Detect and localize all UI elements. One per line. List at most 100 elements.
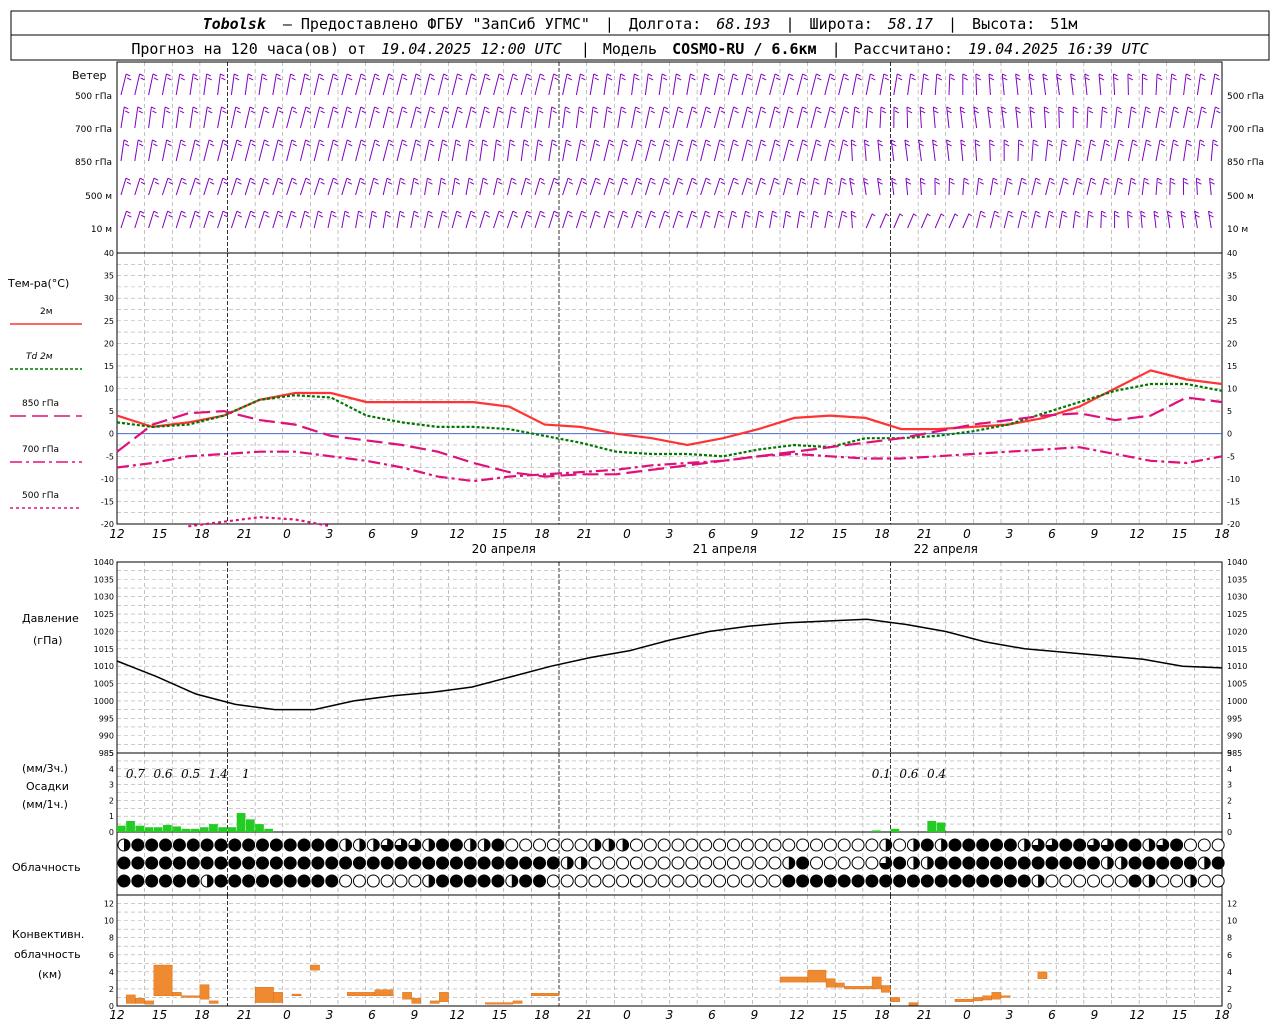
wind-barb <box>410 139 422 162</box>
wind-barb <box>1196 139 1206 162</box>
convective-bar <box>199 984 210 1000</box>
cloud-symbol <box>1031 856 1045 870</box>
cloud-symbol <box>1073 856 1087 870</box>
wind-barb <box>960 139 967 162</box>
convective-bar <box>982 995 992 1001</box>
cloud-symbol <box>713 874 727 888</box>
cloud-symbol <box>477 856 491 870</box>
wind-barb <box>230 177 242 196</box>
precip-bar <box>135 825 145 832</box>
cloud-symbol <box>546 874 560 888</box>
wind-barb <box>575 106 585 129</box>
cloud-symbol <box>713 838 727 852</box>
wind-barb <box>299 177 312 196</box>
legend-label: 2м <box>40 307 53 317</box>
wind-barb <box>299 210 310 229</box>
cloud-symbol <box>269 874 283 888</box>
wind-barb <box>258 210 270 229</box>
hour-tick-label: 0 <box>283 1008 291 1022</box>
wind-barb <box>962 73 969 96</box>
wind-barb <box>562 210 574 229</box>
wind-barb <box>919 177 926 196</box>
convective-bar <box>347 992 376 996</box>
wind-barb <box>1003 210 1014 229</box>
wind-barb <box>824 177 834 196</box>
wind-barb <box>1015 73 1021 96</box>
wind-barb <box>946 106 952 129</box>
cloud-symbol <box>768 838 782 852</box>
wind-barb <box>1195 177 1202 196</box>
station-name: Tobolsk <box>203 15 267 33</box>
wind-barb <box>700 73 710 96</box>
wind-barb <box>506 73 519 96</box>
wind-barb <box>520 106 531 129</box>
wind-barb <box>1028 73 1035 96</box>
model-name: COSMO-RU / 6.6км <box>672 40 817 58</box>
wind-barb <box>272 106 284 129</box>
cloud-symbol <box>657 838 671 852</box>
cloud-symbol <box>1170 874 1184 888</box>
convective-bar <box>126 994 136 1004</box>
hour-tick-label: 12 <box>449 527 464 541</box>
wind-level-labels-right: 500 гПа 700 гПа 850 гПа 500 м 10 м <box>1227 92 1264 235</box>
wind-barb <box>919 106 926 129</box>
cloud-symbol <box>588 856 602 870</box>
cloud-symbol <box>768 856 782 870</box>
cloud-symbol <box>726 856 740 870</box>
cloud-symbol <box>671 874 685 888</box>
wind-barb <box>1058 177 1069 196</box>
convective-bar <box>1000 995 1011 998</box>
precip-unit-top: (мм/3ч.) <box>22 762 68 775</box>
convective-plot <box>126 964 1048 1006</box>
wind-barb <box>327 139 339 162</box>
wind-barb <box>1086 177 1097 196</box>
wind-barb <box>1183 139 1192 162</box>
cloud-symbol <box>1073 838 1087 852</box>
cloud-symbol-half <box>622 839 629 851</box>
convective-bar <box>429 1000 440 1004</box>
wind-barb <box>851 106 861 129</box>
cloud-symbol <box>782 838 796 852</box>
y-tick-label-left: 6 <box>109 951 114 960</box>
wind-barb <box>1058 210 1068 229</box>
wind-barb <box>493 106 504 129</box>
cloud-symbol <box>685 856 699 870</box>
cloud-symbol-half <box>913 839 920 851</box>
wind-barb <box>230 210 243 229</box>
wind-barb <box>286 210 297 229</box>
cloud-symbol <box>339 874 353 888</box>
cloud-symbol <box>269 838 283 852</box>
precip-3h-total: 0.4 <box>927 767 946 781</box>
wind-barb <box>493 73 505 96</box>
cloud-symbol <box>976 874 990 888</box>
wind-barb <box>782 73 795 96</box>
convective-bar <box>374 989 394 996</box>
wind-barb <box>341 139 353 162</box>
wind-barb <box>506 177 517 196</box>
wind-barb <box>838 210 848 229</box>
wind-barb <box>727 139 739 162</box>
wind-level-labels-left: 500 гПа 700 гПа 850 гПа 500 м 10 м <box>75 92 112 235</box>
cloud-symbol-half <box>207 875 214 887</box>
wind-barb <box>617 106 627 129</box>
wind-barb <box>1209 177 1215 196</box>
wind-barb <box>286 177 298 196</box>
wind-barb <box>575 177 588 196</box>
hour-tick-label: 6 <box>1048 527 1056 541</box>
wind-barb <box>796 210 806 229</box>
convective-title-1: Конвективн. <box>12 928 84 941</box>
cloud-symbol <box>145 874 159 888</box>
forecast-label: Прогноз на 120 часа(ов) от <box>131 40 366 58</box>
y-tick-label-right: 1030 <box>1227 593 1247 602</box>
wind-barb <box>1045 177 1055 196</box>
wind-barb <box>755 139 767 162</box>
cloud-symbol <box>699 856 713 870</box>
wind-barb <box>631 73 640 96</box>
precip-bar <box>890 828 900 832</box>
cloud-symbol <box>1211 874 1225 888</box>
provider-text: — Предоставлено ФГБУ "ЗапСиб УГМС" <box>283 15 590 33</box>
cloud-symbol <box>560 838 574 852</box>
cloud-symbol <box>1059 856 1073 870</box>
wind-level-label: 850 гПа <box>75 158 112 168</box>
wind-barb <box>905 177 912 196</box>
